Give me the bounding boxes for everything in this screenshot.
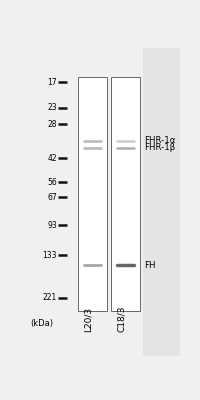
Text: 93: 93 — [47, 220, 57, 230]
Text: L20/3: L20/3 — [83, 306, 92, 332]
Bar — [78, 77, 107, 311]
Text: 221: 221 — [43, 293, 57, 302]
Text: 28: 28 — [47, 120, 57, 129]
Text: 133: 133 — [42, 250, 57, 260]
Text: 23: 23 — [47, 103, 57, 112]
Text: 42: 42 — [47, 154, 57, 163]
Text: C18/3: C18/3 — [117, 306, 126, 332]
Text: 56: 56 — [47, 178, 57, 187]
Text: FH: FH — [144, 261, 156, 270]
Text: FHR-1α: FHR-1α — [144, 136, 176, 145]
Text: (kDa): (kDa) — [30, 319, 53, 328]
Bar — [143, 48, 180, 356]
Bar — [111, 77, 140, 311]
Text: 17: 17 — [47, 78, 57, 87]
Text: 67: 67 — [47, 193, 57, 202]
Text: FHR-1β: FHR-1β — [144, 143, 175, 152]
